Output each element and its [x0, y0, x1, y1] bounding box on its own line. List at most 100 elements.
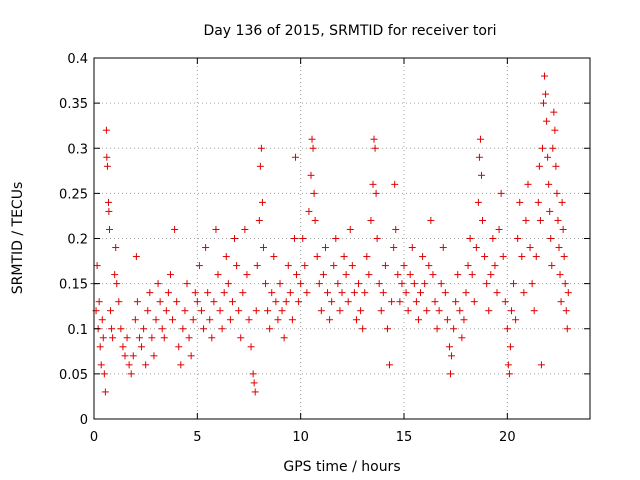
data-point — [522, 216, 530, 224]
data-point — [131, 316, 139, 324]
data-point — [245, 316, 253, 324]
data-point — [212, 225, 220, 233]
data-point — [262, 280, 270, 288]
data-point — [532, 253, 540, 261]
data-point — [321, 244, 329, 252]
data-point — [406, 271, 414, 279]
data-point — [270, 253, 278, 261]
data-point — [208, 334, 216, 342]
data-point — [431, 298, 439, 306]
data-point — [175, 343, 183, 351]
data-point — [350, 289, 358, 297]
data-point — [105, 207, 113, 215]
data-point — [512, 316, 520, 324]
data-point — [491, 262, 499, 270]
data-point — [530, 307, 538, 315]
data-point — [342, 271, 350, 279]
data-point — [315, 280, 323, 288]
data-point — [228, 298, 236, 306]
data-point — [495, 225, 503, 233]
y-tick-label: 0.1 — [67, 323, 88, 338]
data-point — [290, 235, 298, 242]
data-point — [549, 144, 557, 152]
data-point — [445, 343, 453, 351]
data-point — [183, 280, 191, 288]
data-point — [554, 216, 562, 224]
data-point — [348, 262, 356, 270]
y-tick-label: 0.35 — [59, 97, 88, 112]
data-point — [526, 244, 534, 252]
data-point — [307, 171, 315, 179]
data-point — [310, 189, 318, 197]
data-point — [429, 271, 437, 279]
data-point — [319, 271, 327, 279]
data-point — [505, 370, 513, 378]
data-point — [520, 289, 528, 297]
data-point — [412, 298, 420, 306]
data-point — [507, 307, 515, 315]
data-point — [123, 334, 131, 342]
data-point — [460, 316, 468, 324]
data-point — [425, 262, 433, 270]
data-point — [284, 262, 292, 270]
data-point — [249, 370, 257, 378]
data-point — [359, 325, 367, 333]
data-point — [305, 207, 313, 215]
data-point — [241, 225, 249, 233]
data-point — [458, 334, 466, 342]
data-point — [278, 307, 286, 315]
data-point — [218, 325, 226, 333]
data-point — [239, 289, 247, 297]
data-point — [313, 253, 321, 261]
data-point — [372, 189, 380, 197]
data-point — [216, 307, 224, 315]
data-point — [127, 370, 135, 378]
data-point — [156, 298, 164, 306]
data-point — [543, 117, 551, 125]
data-point — [410, 280, 418, 288]
data-point — [214, 271, 222, 279]
data-point — [553, 189, 561, 197]
data-point — [557, 298, 565, 306]
data-point — [497, 189, 505, 197]
data-point — [297, 280, 305, 288]
data-point — [247, 343, 255, 351]
data-point — [433, 325, 441, 333]
data-point — [398, 280, 406, 288]
data-point — [185, 334, 193, 342]
data-point — [328, 298, 336, 306]
data-point — [475, 153, 483, 161]
data-point — [476, 135, 484, 143]
data-point — [417, 289, 425, 297]
data-point — [536, 216, 544, 224]
data-point — [103, 153, 111, 161]
data-point — [257, 144, 265, 152]
data-point — [97, 361, 105, 369]
data-point — [352, 316, 360, 324]
data-point — [452, 298, 460, 306]
data-point — [564, 289, 572, 297]
data-point — [252, 307, 260, 315]
data-point — [437, 280, 445, 288]
data-point — [255, 216, 263, 224]
data-point — [299, 235, 307, 242]
data-point — [367, 216, 375, 224]
x-tick-label: 15 — [396, 430, 413, 445]
data-point — [332, 235, 340, 242]
data-point — [164, 289, 172, 297]
data-point — [210, 298, 218, 306]
data-point — [181, 307, 189, 315]
data-point — [237, 334, 245, 342]
data-point — [503, 325, 511, 333]
data-point — [166, 271, 174, 279]
data-point — [112, 244, 120, 252]
data-marks — [90, 72, 572, 396]
y-tick-label: 0.3 — [67, 142, 88, 157]
data-point — [396, 298, 404, 306]
data-point — [514, 235, 522, 242]
data-point — [346, 225, 354, 233]
data-point — [324, 289, 332, 297]
data-point — [286, 289, 294, 297]
data-point — [259, 244, 267, 252]
data-point — [293, 271, 301, 279]
